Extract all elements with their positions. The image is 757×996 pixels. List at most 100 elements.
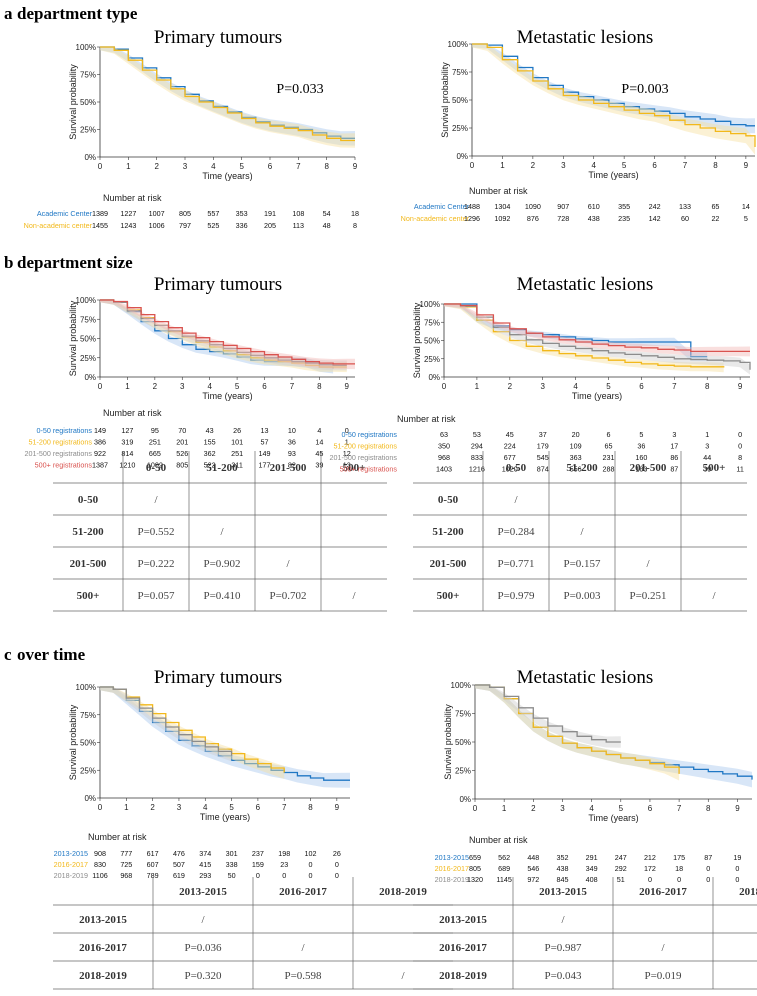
risk-value: 37	[539, 430, 547, 439]
risk-value: 18	[675, 864, 683, 873]
risk-value: 1243	[120, 221, 136, 230]
risk-table-title: Number at risk	[397, 414, 456, 424]
risk-value: 235	[618, 214, 630, 223]
table-cell: /	[220, 526, 224, 538]
x-tick-label: 2	[531, 804, 536, 813]
table-row-label: 51-200	[72, 526, 104, 538]
risk-value: 10	[288, 426, 296, 435]
risk-value: 26	[233, 426, 241, 435]
x-tick-label: 8	[713, 161, 718, 170]
table-cell: P=0.043	[544, 970, 582, 982]
risk-value: 1403	[436, 465, 452, 474]
ci-band-yellow	[475, 685, 680, 781]
risk-value: 352	[556, 853, 568, 862]
risk-value: 805	[179, 209, 191, 218]
x-tick-label: 7	[677, 804, 682, 813]
risk-row-label: 2016-2017	[54, 860, 88, 869]
x-tick-label: 5	[235, 382, 240, 391]
risk-value: 63	[440, 430, 448, 439]
x-tick-label: 3	[177, 803, 182, 812]
series-line-yellow	[100, 46, 355, 142]
risk-value: 39	[703, 465, 711, 474]
risk-value: 127	[121, 426, 133, 435]
risk-value: 113	[293, 221, 304, 230]
y-tick-label: 50%	[80, 98, 96, 107]
risk-value: 545	[537, 453, 549, 462]
x-tick-label: 0	[98, 162, 103, 171]
x-tick-label: 8	[308, 803, 313, 812]
risk-row-label: 51-200 registrations	[333, 442, 397, 451]
risk-value: 968	[438, 453, 450, 462]
risk-value: 350	[438, 442, 450, 451]
risk-value: 0	[735, 875, 739, 884]
series-line-gray	[444, 303, 751, 370]
risk-value: 972	[527, 875, 539, 884]
risk-value: 6	[607, 430, 611, 439]
risk-value: 50	[228, 871, 236, 880]
risk-value: 0	[335, 860, 339, 869]
risk-row-label: 201-500 registrations	[329, 453, 397, 462]
risk-value: 155	[204, 438, 216, 447]
risk-value: 20	[572, 430, 580, 439]
risk-value: 476	[173, 849, 185, 858]
x-tick-label: 7	[683, 161, 688, 170]
risk-value: 301	[226, 849, 238, 858]
x-tick-label: 1	[124, 803, 129, 812]
table-cell: /	[514, 494, 518, 506]
y-tick-label: 100%	[451, 681, 471, 690]
x-tick-label: 0	[98, 803, 103, 812]
table-row-label: 201-500	[70, 558, 107, 570]
table-row-label: 0-50	[438, 494, 459, 506]
table-row-label: 0-50	[78, 494, 99, 506]
risk-row-label: 0-50 registrations	[36, 426, 92, 435]
section-c-header: c over time	[4, 645, 86, 664]
risk-value: 18	[351, 209, 359, 218]
table-row-label: 2016-2017	[439, 942, 487, 954]
risk-value: 87	[704, 853, 712, 862]
risk-value: 1090	[525, 202, 541, 211]
risk-value: 57	[261, 438, 269, 447]
risk-value: 237	[252, 849, 264, 858]
y-tick-label: 0%	[428, 373, 440, 382]
table-cell: P=0.702	[269, 590, 306, 602]
risk-value: 177	[259, 461, 271, 470]
x-tick-label: 6	[639, 382, 644, 391]
risk-row-label: 2016-2017	[435, 864, 469, 873]
risk-value: 805	[176, 461, 188, 470]
risk-value: 11	[736, 465, 743, 474]
risk-value: 45	[506, 430, 514, 439]
risk-value: 557	[207, 209, 219, 218]
risk-value: 374	[199, 849, 211, 858]
y-tick-label: 0%	[459, 795, 471, 804]
y-tick-label: 0%	[84, 373, 96, 382]
risk-value: 830	[94, 860, 106, 869]
risk-value: 1	[705, 430, 709, 439]
table-cell: P=0.410	[203, 590, 241, 602]
x-tick-label: 9	[744, 161, 749, 170]
risk-value: 65	[605, 442, 613, 451]
risk-value: 212	[644, 853, 656, 862]
x-tick-label: 2	[154, 162, 159, 171]
table-row-label: 51-200	[432, 526, 464, 538]
section-b-letter: b	[4, 253, 13, 272]
risk-value: 87	[670, 465, 678, 474]
x-tick-label: 9	[345, 382, 350, 391]
risk-value: 102	[305, 849, 317, 858]
section-c-letter: c	[4, 645, 12, 664]
table-cell: P=0.902	[203, 558, 240, 570]
risk-value: 201	[176, 438, 188, 447]
risk-value: 23	[280, 860, 288, 869]
risk-value: 251	[149, 438, 161, 447]
y-tick-label: 25%	[80, 354, 96, 363]
risk-value: 833	[471, 453, 483, 462]
table-cell: /	[352, 590, 356, 602]
x-tick-label: 9	[738, 382, 743, 391]
table-row-label: 500+	[437, 590, 460, 602]
x-tick-label: 3	[560, 804, 565, 813]
risk-value: 101	[231, 438, 243, 447]
risk-value: 1320	[467, 875, 483, 884]
risk-value: 183	[635, 465, 647, 474]
risk-row-label: 2018-2019	[54, 871, 88, 880]
risk-value: 1488	[464, 202, 480, 211]
